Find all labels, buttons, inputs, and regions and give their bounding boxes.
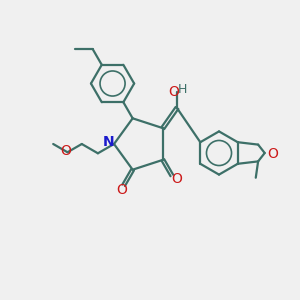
Text: O: O (267, 147, 278, 160)
Text: H: H (178, 83, 187, 97)
Text: O: O (171, 172, 182, 186)
Text: N: N (103, 136, 114, 149)
Text: O: O (117, 183, 128, 197)
Text: O: O (168, 85, 179, 99)
Text: O: O (61, 144, 71, 158)
